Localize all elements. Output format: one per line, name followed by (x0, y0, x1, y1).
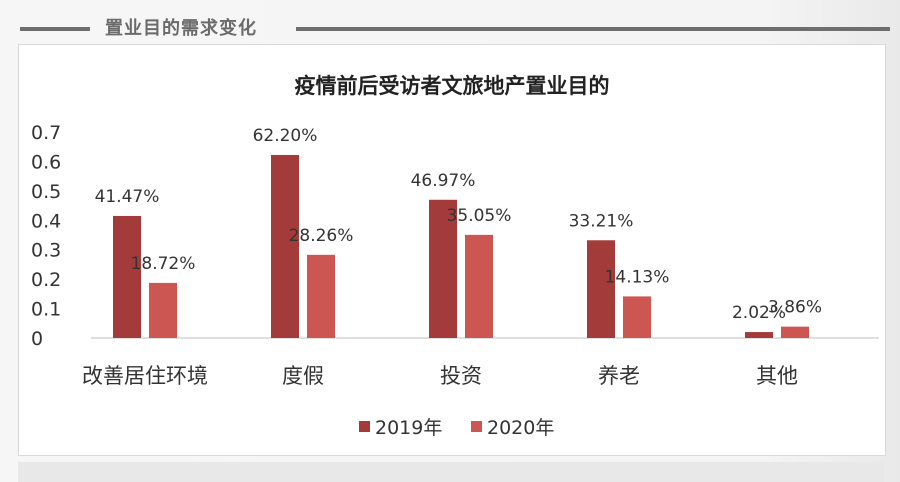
legend-swatch (359, 421, 370, 432)
y-tick-label: 0 (31, 328, 43, 350)
bar-2019年-2 (429, 199, 457, 338)
y-tick-label: 0.6 (31, 151, 61, 173)
bar-2020年-2 (465, 234, 493, 338)
data-label: 41.47% (95, 187, 160, 207)
x-tick-label: 其他 (756, 364, 798, 388)
x-tick-label: 改善居住环境 (82, 364, 208, 388)
bar-2020年-0 (149, 282, 177, 338)
bar-2020年-4 (781, 326, 809, 338)
section-title: 置业目的需求变化 (105, 18, 257, 39)
bar-chart: 疫情前后受访者文旅地产置业目的 0 0.1 0.2 0.3 0.4 0.5 0.6 0.7 4… (31, 74, 879, 439)
x-tick-label: 投资 (440, 364, 482, 388)
header-rule-left (20, 27, 90, 31)
x-tick-label: 养老 (598, 364, 640, 388)
chart-card: 疫情前后受访者文旅地产置业目的 0 0.1 0.2 0.3 0.4 0.5 0.6 0.7 4… (18, 44, 886, 456)
data-label: 14.13% (605, 267, 670, 287)
bar-2019年-4 (745, 332, 773, 338)
bar-2020年-3 (623, 296, 651, 338)
y-tick-label: 0.1 (31, 299, 61, 321)
bar-2019年-1 (271, 154, 299, 338)
y-tick-label: 0.4 (31, 210, 61, 232)
bottom-strip (18, 462, 884, 482)
data-label: 35.05% (447, 206, 512, 226)
data-label: 3.86% (768, 298, 822, 318)
y-tick-label: 0.3 (31, 240, 61, 262)
bar-series: 41.47% 18.72% 62.20% 28.26% 46.97% 35.05% 33.2… (95, 126, 822, 338)
data-label: 46.97% (411, 171, 476, 191)
y-tick-label: 0.5 (31, 181, 61, 203)
bar-2020年-1 (307, 254, 335, 338)
legend-label: 2020年 (487, 417, 554, 439)
y-tick-label: 0.7 (31, 122, 61, 144)
bar-2019年-0 (113, 215, 141, 338)
bar-2019年-3 (587, 240, 615, 338)
data-label: 62.20% (253, 126, 318, 146)
x-axis: 改善居住环境 度假 投资 养老 其他 (82, 364, 798, 388)
chart-title: 疫情前后受访者文旅地产置业目的 (295, 74, 610, 98)
data-label: 33.21% (569, 211, 634, 231)
data-label: 18.72% (131, 254, 196, 274)
section-header: 置业目的需求变化 (0, 10, 900, 46)
x-tick-label: 度假 (282, 364, 324, 388)
data-label: 2.02% (732, 303, 786, 323)
data-label: 28.26% (289, 226, 354, 246)
legend-swatch (471, 421, 482, 432)
legend-label: 2019年 (375, 417, 442, 439)
y-axis: 0 0.1 0.2 0.3 0.4 0.5 0.6 0.7 (31, 122, 61, 350)
legend: 2019年 2020年 (359, 417, 554, 439)
y-tick-label: 0.2 (31, 269, 61, 291)
header-rule-right (296, 27, 890, 31)
